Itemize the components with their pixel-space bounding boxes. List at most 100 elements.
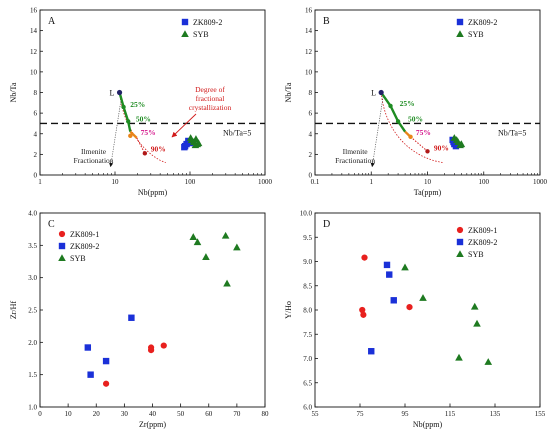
percent-label: 50%: [136, 114, 151, 123]
x-tick-label: 1000: [533, 178, 548, 186]
y-tick-label: 6: [309, 110, 313, 118]
data-point-square: [181, 142, 189, 150]
y-tick-label: 7.0: [303, 355, 312, 363]
y-tick-label: 2: [34, 151, 38, 159]
y-tick-label: 8: [309, 89, 313, 97]
percent-label: 75%: [141, 128, 156, 137]
data-point-circle: [147, 344, 155, 351]
x-tick-label: 70: [233, 410, 241, 418]
percent-label: 25%: [130, 100, 145, 109]
chart-panel-d: 6.0 6.5 7.0 7.5 8.0 8.5 9.0 9.5 10.0 55 75 95 115 135…: [284, 210, 546, 430]
trend-dot: [116, 89, 123, 96]
y-tick-label: 4.0: [28, 210, 37, 218]
x-tick-label: 95: [402, 410, 410, 418]
y-tick-label: 9.0: [303, 258, 312, 266]
x-tick-label: 50: [177, 410, 185, 418]
trend-dot: [408, 134, 413, 140]
x-tick-label: 55: [312, 410, 320, 418]
legend-marker: [58, 254, 66, 262]
legend-marker: [456, 226, 464, 234]
x-tick-label: 60: [205, 410, 213, 418]
legend-marker: [456, 18, 464, 26]
trend-dot: [128, 133, 133, 139]
x-tick-label: 1: [38, 178, 42, 186]
y-tick-label: 14: [305, 27, 313, 35]
y-tick-label: 8.5: [303, 282, 312, 290]
x-tick-label: 40: [149, 410, 157, 418]
legend-label: ZK809-2: [70, 242, 99, 251]
fractional-crystallization-note: Degree of: [195, 85, 225, 94]
data-point-triangle: [192, 135, 200, 142]
x-tick-label: 0.1: [311, 178, 320, 186]
y-tick-label: 4: [309, 130, 313, 138]
data-point-circle: [406, 303, 413, 311]
x-tick-label: 155: [535, 410, 546, 418]
y-tick-label: 9.5: [303, 234, 312, 242]
legend-marker: [58, 230, 66, 238]
x-tick-label: 20: [93, 410, 101, 418]
data-point-triangle: [401, 263, 409, 271]
percent-label: 90%: [434, 143, 449, 152]
trend-dot: [121, 104, 126, 110]
legend-label: ZK809-1: [468, 226, 497, 235]
legend-label: ZK809-1: [70, 230, 99, 239]
ilmenite-note: Fractionation: [335, 156, 375, 165]
trend-dot: [425, 149, 430, 154]
panel-label: D: [323, 219, 330, 230]
legend-label: SYB: [468, 250, 484, 259]
trend-dot: [378, 89, 384, 96]
legend-marker: [58, 242, 66, 250]
x-tick-label: 135: [490, 410, 501, 418]
percent-label: 50%: [408, 114, 423, 123]
y-tick-label: 0: [34, 172, 38, 180]
legend-label: SYB: [70, 254, 86, 263]
y-tick-label: 1.5: [28, 371, 37, 379]
y-tick-label: 16: [30, 7, 38, 15]
legend-marker: [456, 30, 464, 38]
y-tick-label: 0: [309, 172, 313, 180]
y-tick-label: 6.0: [303, 404, 312, 412]
y-axis-label: Nb/Ta: [284, 82, 293, 102]
plot-frame: [314, 212, 541, 408]
panel-label: C: [48, 219, 55, 230]
trend-dot: [142, 151, 148, 156]
y-tick-label: 14: [30, 27, 38, 35]
data-point-square: [87, 371, 94, 378]
x-tick-label: 75: [357, 410, 365, 418]
trend-green-path: [380, 91, 407, 133]
y-tick-label: 12: [30, 48, 38, 56]
data-point-triangle: [470, 302, 479, 310]
data-point-circle: [102, 380, 110, 387]
x-tick-label: 100: [185, 178, 196, 186]
data-point-triangle: [457, 140, 466, 148]
legend-label: SYB: [468, 30, 484, 39]
y-tick-label: 6.5: [303, 379, 312, 387]
crystallization-arrow: [171, 113, 197, 138]
data-point-circle: [160, 342, 167, 349]
y-axis-label: Nb/Ta: [9, 82, 18, 102]
y-tick-label: 16: [305, 7, 313, 15]
x-axis-label: Nb(ppm): [138, 188, 168, 197]
data-point-triangle: [187, 136, 196, 143]
trend-red-curve: [380, 92, 444, 164]
panel-label: B: [323, 16, 330, 27]
x-tick-label: 1000: [258, 178, 273, 186]
x-tick-label: 10: [112, 178, 120, 186]
data-point-circle: [360, 311, 367, 318]
legend-label: ZK809-2: [193, 18, 222, 27]
ilmenite-note: Fractionation: [74, 156, 114, 165]
data-point-square: [386, 271, 393, 278]
x-tick-label: 0: [38, 410, 42, 418]
data-point-square: [102, 357, 110, 365]
y-tick-label: 10: [305, 68, 313, 76]
trend-dot: [395, 119, 401, 124]
x-tick-label: 30: [121, 410, 129, 418]
legend-marker: [456, 250, 464, 258]
legend-label: SYB: [193, 30, 209, 39]
y-tick-label: 3.5: [28, 242, 37, 250]
y-axis-label: Zr/Hf: [9, 301, 18, 320]
legend-marker: [181, 18, 189, 26]
data-point-triangle: [191, 141, 200, 149]
chart-panel-c: 1.0 1.5 2.0 2.5 3.0 3.5 4.0 0 10 20 30 40 50 60 70 80 Zr…: [9, 210, 269, 430]
data-point-triangle: [221, 231, 230, 239]
